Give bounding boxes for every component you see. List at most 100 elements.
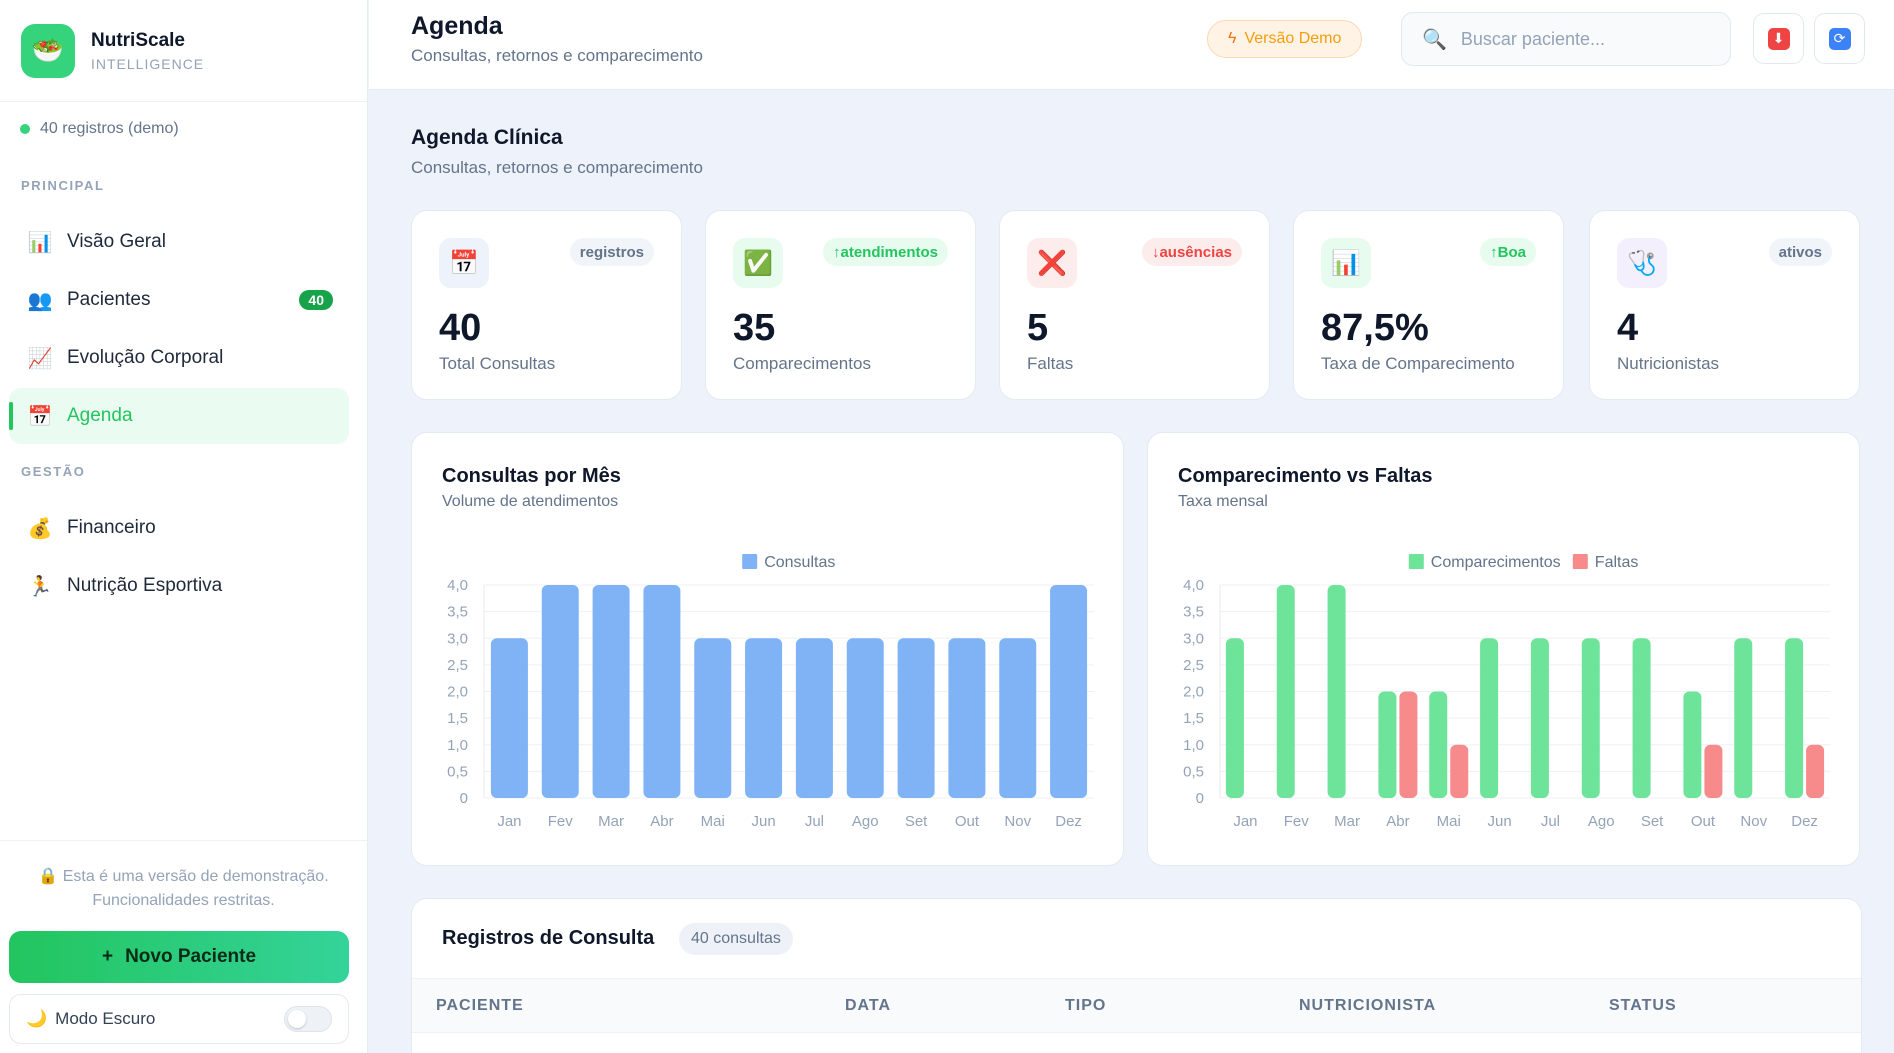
stat-card-faltas: ❌ ↓ausências 5 Faltas xyxy=(999,210,1270,400)
bar-comparecimentos xyxy=(1225,638,1244,798)
bar-comparecimentos xyxy=(1581,638,1600,798)
download-icon: ⬇ xyxy=(1767,27,1790,50)
y-tick-label: 4,0 xyxy=(1183,577,1204,594)
y-tick-label: 0,5 xyxy=(1183,763,1204,780)
cross-icon: ❌ xyxy=(1027,238,1077,288)
y-tick-label: 0 xyxy=(460,790,468,807)
bar-chart-icon: 📊 xyxy=(1321,238,1371,288)
money-bag-icon: 💰 xyxy=(27,517,53,540)
stat-value: 87,5% xyxy=(1321,307,1429,349)
y-tick-label: 2,5 xyxy=(1183,657,1204,674)
demo-note-line2: Funcionalidades restritas. xyxy=(92,892,275,909)
sidebar-item-visao-geral[interactable]: 📊 Visão Geral xyxy=(9,214,349,270)
stethoscope-icon: 🩺 xyxy=(1617,238,1667,288)
table-count-badge: 40 consultas xyxy=(679,923,793,955)
stat-card-nutricionistas: 🩺 ativos 4 Nutricionistas xyxy=(1589,210,1860,400)
column-header-tipo[interactable]: TIPO xyxy=(1065,997,1107,1014)
sidebar-item-pacientes[interactable]: 👥 Pacientes 40 xyxy=(9,272,349,328)
bar-consultas xyxy=(592,585,630,798)
calendar-icon: 📅 xyxy=(27,405,53,428)
calendar-icon: 📅 xyxy=(439,238,489,288)
legend-swatch xyxy=(1408,554,1424,569)
x-tick-label: Mai xyxy=(701,813,725,830)
new-patient-button[interactable]: + Novo Paciente xyxy=(9,931,349,983)
sidebar-item-agenda[interactable]: 📅 Agenda xyxy=(9,388,349,444)
bar-comparecimentos xyxy=(1429,691,1448,798)
y-tick-label: 3,0 xyxy=(1183,630,1204,647)
demo-note: 🔒 Esta é uma versão de demonstração. Fun… xyxy=(0,865,367,913)
page-title: Agenda xyxy=(411,12,503,40)
export-button[interactable]: ⬇ xyxy=(1753,13,1804,64)
records-status: 40 registros (demo) xyxy=(0,104,367,154)
sidebar-item-label: Visão Geral xyxy=(67,231,166,252)
consultation-table: Registros de Consulta 40 consultas PACIE… xyxy=(411,898,1862,1053)
y-tick-label: 1,5 xyxy=(1183,710,1204,727)
section-title: Agenda Clínica xyxy=(411,126,563,149)
sidebar-item-financeiro[interactable]: 💰 Financeiro xyxy=(9,500,349,556)
refresh-button[interactable]: ⟳ xyxy=(1814,13,1865,64)
salad-bowl-icon: 🥗 xyxy=(21,23,75,78)
search-box: 🔍 xyxy=(1401,12,1731,66)
bar-consultas xyxy=(541,585,579,798)
dark-mode-toggle[interactable] xyxy=(284,1006,332,1032)
table-title: Registros de Consulta xyxy=(442,927,655,949)
x-tick-label: Jun xyxy=(1487,813,1511,830)
y-tick-label: 4,0 xyxy=(447,577,468,594)
bar-consultas xyxy=(795,638,833,798)
x-tick-label: Fev xyxy=(548,813,574,830)
stat-card-taxa: 📊 ↑Boa 87,5% Taxa de Comparecimento xyxy=(1293,210,1564,400)
x-tick-label: Jul xyxy=(1541,813,1560,830)
stat-badge: ↓ausências xyxy=(1141,238,1242,266)
stat-value: 4 xyxy=(1617,307,1639,349)
search-icon: 🔍 xyxy=(1422,28,1447,51)
bar-consultas xyxy=(846,638,884,798)
legend-swatch xyxy=(1572,554,1588,569)
y-tick-label: 2,0 xyxy=(1183,684,1204,701)
line-chart-icon: 📈 xyxy=(27,347,53,370)
chart-card-comparecimento: Comparecimento vs Faltas Taxa mensal Com… xyxy=(1147,432,1860,866)
brand-name: NutriScale xyxy=(91,29,185,51)
legend-label: Faltas xyxy=(1595,554,1639,571)
sidebar-item-evolucao-corporal[interactable]: 📈 Evolução Corporal xyxy=(9,330,349,386)
stat-badge: ↑atendimentos xyxy=(822,238,948,266)
column-header-data[interactable]: DATA xyxy=(845,997,892,1014)
stat-value: 40 xyxy=(439,307,482,349)
new-patient-label: Novo Paciente xyxy=(125,946,257,967)
y-tick-label: 1,0 xyxy=(447,737,468,754)
sidebar-item-nutricao-esportiva[interactable]: 🏃 Nutrição Esportiva xyxy=(9,558,349,614)
sidebar: 🥗 NutriScale INTELLIGENCE 40 registros (… xyxy=(0,0,368,1053)
stat-label: Comparecimentos xyxy=(733,354,871,373)
stat-label: Taxa de Comparecimento xyxy=(1321,354,1515,373)
bar-comparecimentos xyxy=(1530,638,1549,798)
sidebar-item-label: Pacientes xyxy=(67,289,151,310)
x-tick-label: Mai xyxy=(1437,813,1461,830)
bar-consultas xyxy=(490,638,528,798)
consultas-bar-chart: Consultas 0 0,5 1,0 1,5 2,0 2,5 3,0 3,5 4,0 Jan Fev… xyxy=(447,554,1094,830)
x-tick-label: Ago xyxy=(852,813,879,830)
bar-comparecimentos xyxy=(1327,585,1346,798)
bar-comparecimentos xyxy=(1632,638,1651,798)
x-tick-label: Nov xyxy=(1004,813,1031,830)
users-icon: 👥 xyxy=(27,289,53,312)
y-tick-label: 1,5 xyxy=(447,710,468,727)
x-tick-label: Jun xyxy=(751,813,775,830)
check-icon: ✅ xyxy=(733,238,783,288)
dark-mode-row: 🌙 Modo Escuro xyxy=(9,994,349,1044)
search-input[interactable] xyxy=(1460,28,1711,50)
demo-version-badge: ϟ Versão Demo xyxy=(1207,20,1363,58)
column-header-status[interactable]: STATUS xyxy=(1609,997,1677,1014)
column-header-nutricionista[interactable]: NUTRICIONISTA xyxy=(1299,997,1437,1014)
demo-note-line1: Esta é uma versão de demonstração. xyxy=(62,868,329,885)
bar-comparecimentos xyxy=(1683,691,1702,798)
y-tick-label: 0,5 xyxy=(447,763,468,780)
demo-badge-label: Versão Demo xyxy=(1244,30,1342,47)
x-tick-label: Abr xyxy=(1386,813,1409,830)
stat-value: 35 xyxy=(733,307,776,349)
x-tick-label: Set xyxy=(1641,813,1664,830)
plus-icon: + xyxy=(101,946,114,967)
bar-faltas xyxy=(1450,744,1469,798)
lock-icon: 🔒 xyxy=(38,868,59,885)
patients-count-badge: 40 xyxy=(299,290,333,310)
column-header-paciente[interactable]: PACIENTE xyxy=(436,997,524,1014)
y-tick-label: 2,0 xyxy=(447,684,468,701)
